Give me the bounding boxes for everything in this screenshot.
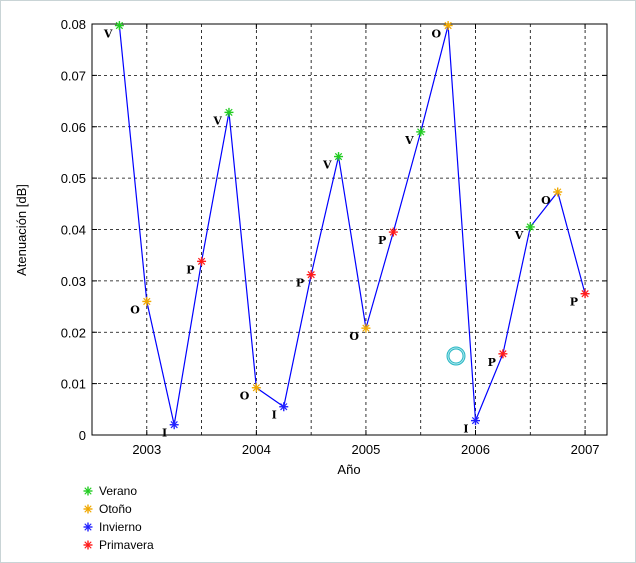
series-line [118,25,586,425]
data-point [251,383,261,393]
data-point-label: O [130,303,140,316]
x-tick-label: 2003 [132,442,161,457]
data-point [224,107,234,117]
y-tick-label: 0.05 [61,171,86,186]
axis-ticks: 0 0.01 0.02 0.03 0.04 0.05 0.06 0.07 0.08 2003 200… [61,17,607,457]
data-point-label: P [570,296,578,309]
data-point-label: V [322,159,332,172]
data-point-label: O [240,390,250,403]
x-tick-label: 2007 [571,442,600,457]
y-axis-label: Atenuación [dB] [14,184,29,276]
data-point [361,323,371,333]
data-point [525,222,535,232]
data-point-label: P [378,234,386,247]
data-point-label: O [541,194,551,207]
y-tick-label: 0.03 [61,274,86,289]
legend: Verano Otoño Invierno Primavera [83,484,154,552]
data-point-label: P [488,356,496,369]
legend-marker [83,504,93,514]
data-point [471,416,481,426]
data-point-label: V [103,28,113,41]
data-points: V O I P V O I P V O P V O I P V O P [103,21,590,440]
y-tick-label: 0 [79,428,86,443]
data-point [169,420,179,430]
data-point-label: V [212,114,222,127]
data-point [114,21,124,31]
y-tick-label: 0.01 [61,377,86,392]
y-tick-label: 0.06 [61,120,86,135]
legend-entry: Primavera [99,538,154,552]
data-point [416,127,426,137]
data-point [498,349,508,359]
data-point-label: I [162,427,167,440]
data-point-label: I [463,423,468,436]
data-series [118,25,586,425]
y-tick-label: 0.02 [61,325,86,340]
data-point-label: P [296,277,304,290]
data-point-label: P [186,263,194,276]
data-point-label: O [349,330,359,343]
data-point [334,152,344,162]
data-point [279,402,289,412]
data-point [553,187,563,197]
y-tick-label: 0.07 [61,68,86,83]
legend-entry: Otoño [99,502,132,516]
data-point [197,256,207,266]
legend-entry: Verano [99,484,137,498]
x-tick-label: 2005 [351,442,380,457]
data-point [580,289,590,299]
ring-marker-icon [446,346,466,366]
x-axis-label: Año [337,462,360,477]
x-tick-label: 2004 [242,442,271,457]
data-point-label: I [272,409,277,422]
y-tick-label: 0.08 [61,17,86,32]
data-point-label: V [514,229,524,242]
data-point-label: O [432,28,442,41]
data-point [306,270,316,280]
grid-lines [92,24,607,435]
data-point-label: V [404,134,414,147]
x-tick-label: 2006 [461,442,490,457]
legend-marker [83,540,93,550]
data-point [388,227,398,237]
data-point [443,21,453,31]
legend-marker [83,522,93,532]
data-point [142,296,152,306]
legend-marker [83,486,93,496]
legend-entry: Invierno [99,520,142,534]
y-tick-label: 0.04 [61,223,86,238]
